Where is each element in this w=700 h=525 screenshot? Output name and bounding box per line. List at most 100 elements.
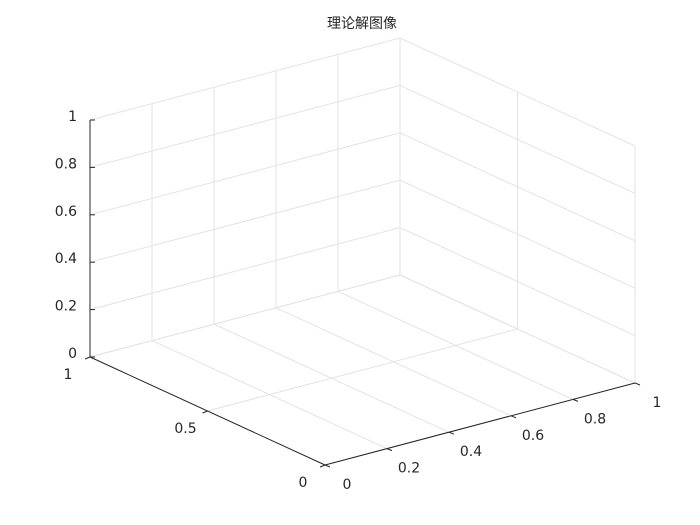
mesh-edge: [258, 422, 302, 434]
mesh-edge: [380, 413, 424, 425]
mesh-edge: [346, 409, 380, 426]
mesh-edge: [513, 389, 547, 407]
mesh-edge: [267, 233, 301, 269]
y-tick-label: 0.5: [174, 421, 196, 437]
mesh-edge: [391, 381, 435, 395]
mesh-edge: [279, 373, 312, 391]
mesh-edge: [401, 358, 435, 381]
mesh-edge: [423, 185, 467, 229]
grid-line: [399, 227, 636, 337]
grid-line: [399, 132, 636, 242]
mesh-edge: [379, 268, 413, 305]
x-tick-label: 0.4: [460, 444, 482, 460]
mesh-edge: [379, 229, 423, 268]
grid-line: [89, 274, 401, 358]
mesh-edge: [313, 392, 347, 409]
grid-line: [399, 84, 636, 194]
x-tick: [324, 464, 331, 468]
mesh-edge: [302, 422, 336, 438]
mesh-edge: [90, 341, 134, 357]
mesh-edge: [424, 401, 468, 413]
grid-line: [399, 37, 636, 147]
mesh-edge: [446, 338, 480, 366]
mesh-edge: [391, 395, 425, 413]
mesh-edge: [479, 350, 523, 366]
mesh-edge: [257, 305, 291, 330]
mesh-edge: [134, 314, 178, 340]
mesh-edge: [212, 335, 246, 355]
mesh-edge: [435, 381, 469, 401]
z-tick-label: 1: [68, 109, 77, 125]
mesh-edge: [223, 233, 267, 279]
mesh-edge: [400, 38, 434, 116]
mesh-edge: [523, 350, 557, 376]
mesh-edge: [311, 178, 345, 225]
y-tick: [202, 410, 208, 414]
mesh-edge: [290, 301, 334, 330]
z-tick-label: 0.2: [55, 299, 77, 315]
mesh-edge: [134, 341, 168, 358]
mesh-edge: [368, 305, 412, 331]
x-tick: [510, 415, 517, 419]
z-tick-label: 0: [68, 346, 77, 362]
mesh-edge: [334, 268, 378, 302]
mesh-edge: [368, 331, 401, 357]
mesh-edge: [157, 374, 201, 388]
x-tick: [448, 431, 455, 435]
chart-title: 理论解图像: [327, 16, 397, 32]
mesh-edge: [490, 293, 534, 316]
mesh-edge: [446, 316, 490, 337]
mesh-edge: [246, 330, 290, 354]
grid-line: [89, 179, 401, 263]
grid-line: [207, 328, 518, 412]
mesh-edge: [168, 357, 202, 374]
mesh-edge: [380, 426, 414, 442]
grid-line: [89, 132, 401, 216]
mesh-edge: [601, 363, 635, 383]
y-tick: [319, 464, 326, 468]
y-tick-label: 0: [299, 475, 308, 491]
mesh-edge: [557, 376, 591, 395]
mesh-edge: [334, 301, 368, 331]
mesh-edge: [223, 278, 257, 305]
z-tick-label: 0.6: [55, 204, 77, 220]
mesh-edge: [269, 406, 303, 422]
grid-line: [89, 84, 401, 168]
grid-line: [399, 179, 636, 289]
mesh-edge: [324, 354, 357, 375]
x-tick-label: 0.8: [584, 411, 606, 427]
mesh-edge: [124, 357, 168, 372]
mesh-edge: [313, 375, 357, 391]
mesh-edge: [568, 333, 602, 363]
mesh-edge: [311, 113, 355, 178]
mesh-edge: [435, 366, 479, 381]
x-tick-label: 0.2: [398, 461, 420, 477]
y-tick-label: 1: [64, 367, 73, 383]
mesh-edge: [324, 331, 368, 354]
grid-line: [89, 37, 401, 121]
mesh-edge: [179, 278, 223, 314]
mesh-edge: [401, 338, 445, 358]
mesh-edge: [191, 390, 235, 403]
mesh-edge: [534, 293, 568, 333]
x-tick: [634, 382, 641, 386]
mesh-edge: [291, 438, 335, 450]
x-tick: [572, 398, 579, 402]
mesh-edge: [389, 174, 423, 229]
mesh-edge: [212, 305, 256, 335]
mesh-edge: [168, 335, 212, 357]
mesh-edge: [202, 354, 246, 373]
z-tick-label: 0.8: [55, 156, 77, 172]
x-axis: [324, 382, 636, 466]
mesh-edge: [356, 38, 400, 113]
mesh-edge: [345, 174, 389, 225]
mesh-edge: [423, 229, 457, 276]
mesh-edge: [179, 314, 213, 335]
mesh-edge: [224, 406, 268, 419]
mesh-edge: [336, 438, 370, 453]
x-tick-label: 0: [343, 477, 352, 493]
y-tick: [84, 356, 91, 360]
x-tick-label: 1: [653, 395, 662, 411]
mesh-edge: [246, 354, 280, 373]
